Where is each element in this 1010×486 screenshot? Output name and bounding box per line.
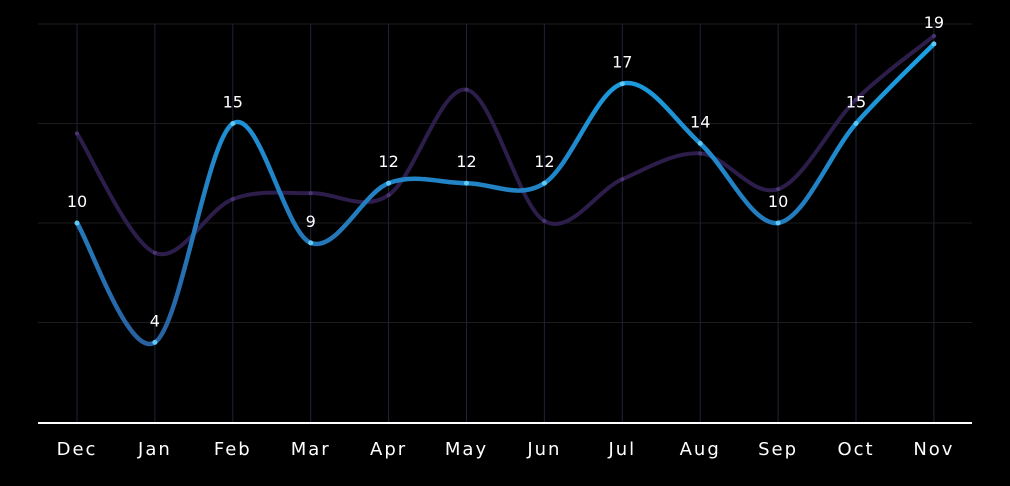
data-label: 19	[924, 13, 944, 32]
gridlines	[38, 23, 972, 323]
data-point-secondary	[464, 87, 469, 92]
data-point-primary	[619, 81, 625, 87]
data-label: 12	[534, 152, 554, 171]
data-label: 9	[306, 212, 316, 231]
data-point-secondary	[931, 33, 936, 38]
data-labels: 10 4 15 9 12 12 12 17 14 10 15 19	[67, 13, 944, 330]
data-point-primary	[308, 240, 314, 246]
data-point-primary	[931, 41, 937, 47]
data-point-primary	[230, 121, 236, 126]
data-label: 12	[456, 152, 476, 171]
data-point-secondary	[386, 193, 391, 198]
data-point-secondary	[698, 151, 703, 156]
x-axis-tick-labels: Dec Jan Feb Mar Apr May Jun Jul Aug Sep Oct Nov	[57, 439, 954, 460]
data-point-secondary	[75, 131, 79, 136]
series-line-primary	[74, 41, 937, 347]
data-point-secondary	[620, 177, 625, 182]
data-label: 12	[378, 152, 398, 171]
data-label: 14	[690, 112, 710, 131]
data-label: 10	[67, 192, 87, 211]
data-label: 17	[612, 53, 632, 72]
data-point-primary	[541, 180, 547, 186]
x-tick-label: May	[445, 439, 488, 460]
data-point-primary	[697, 140, 703, 146]
x-tick-label: Apr	[370, 439, 407, 460]
x-tick-label: Nov	[913, 439, 954, 460]
data-point-secondary	[854, 97, 858, 102]
data-label: 4	[150, 311, 160, 330]
data-label: 15	[846, 93, 866, 112]
series-line-secondary	[75, 33, 936, 257]
x-tick-label: Jul	[607, 439, 636, 460]
data-point-primary	[464, 180, 469, 186]
x-tick-label: Sep	[758, 439, 798, 460]
data-point-primary	[386, 180, 392, 186]
data-points	[74, 33, 937, 345]
data-point-primary	[74, 220, 80, 226]
x-tick-label: Dec	[57, 439, 98, 460]
data-point-secondary	[776, 187, 781, 192]
x-tick-label: Jan	[137, 439, 172, 460]
data-point-secondary	[230, 197, 235, 202]
data-point-secondary	[542, 219, 547, 224]
x-tick-label: Mar	[291, 439, 331, 460]
data-point-secondary	[152, 250, 157, 255]
x-tick-label: Jun	[526, 439, 561, 460]
x-tick-label: Oct	[837, 439, 874, 460]
data-point-primary	[853, 121, 859, 126]
data-point-primary	[152, 339, 158, 345]
data-point-secondary	[308, 191, 313, 196]
data-label: 15	[223, 93, 243, 112]
data-label: 10	[768, 192, 788, 211]
x-tick-label: Feb	[214, 439, 252, 460]
x-tick-label: Aug	[680, 439, 721, 460]
series-lines	[74, 33, 937, 347]
data-point-primary	[775, 220, 781, 226]
